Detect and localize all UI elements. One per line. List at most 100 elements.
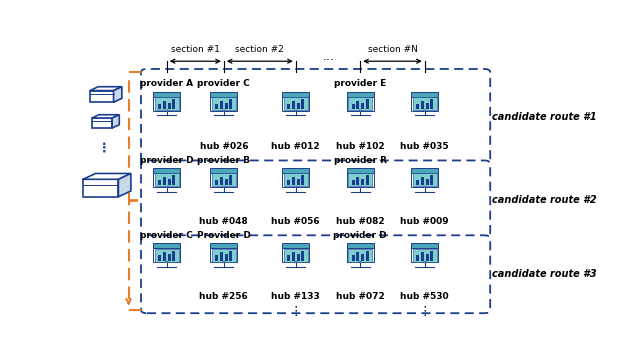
Bar — [215, 180, 218, 185]
Bar — [361, 103, 364, 109]
Text: provider A: provider A — [140, 80, 193, 89]
Bar — [212, 174, 236, 186]
Bar — [301, 99, 304, 109]
Bar — [168, 103, 171, 109]
Bar — [361, 254, 364, 261]
Text: ...: ... — [323, 50, 335, 63]
Bar — [158, 180, 161, 185]
Bar — [421, 252, 424, 261]
Bar — [411, 92, 438, 97]
Text: provider R: provider R — [333, 156, 387, 165]
Circle shape — [359, 261, 362, 263]
Text: ⋮: ⋮ — [97, 142, 110, 155]
Bar — [297, 179, 300, 185]
Bar — [347, 248, 374, 262]
Bar — [356, 101, 359, 109]
Bar — [168, 254, 171, 261]
Bar — [366, 251, 369, 261]
Text: hub #072: hub #072 — [336, 292, 385, 301]
Bar — [301, 251, 304, 261]
Bar — [225, 254, 228, 261]
Text: hub #026: hub #026 — [200, 142, 248, 151]
Bar — [210, 92, 237, 97]
FancyBboxPatch shape — [141, 69, 490, 164]
Bar — [411, 168, 438, 173]
Bar — [366, 99, 369, 109]
Polygon shape — [92, 118, 112, 128]
Bar — [282, 168, 309, 173]
Bar — [430, 99, 433, 109]
Polygon shape — [90, 91, 113, 102]
Circle shape — [424, 110, 426, 111]
Bar — [220, 252, 223, 261]
Bar — [352, 180, 355, 185]
Bar — [348, 249, 372, 262]
Bar — [282, 248, 309, 262]
Text: provider D: provider D — [333, 231, 387, 240]
Text: hub #256: hub #256 — [200, 292, 248, 301]
Bar — [282, 173, 309, 187]
Text: candidate route #3: candidate route #3 — [492, 269, 596, 279]
Bar — [413, 249, 436, 262]
Bar — [416, 255, 419, 261]
Bar — [220, 177, 223, 185]
Text: section #1: section #1 — [171, 45, 220, 54]
Bar — [153, 168, 180, 173]
Text: hub #056: hub #056 — [271, 217, 320, 226]
Bar — [163, 252, 166, 261]
Text: hub #012: hub #012 — [271, 142, 320, 151]
Bar — [163, 177, 166, 185]
Bar — [212, 249, 236, 262]
Bar — [292, 177, 295, 185]
Polygon shape — [83, 174, 131, 179]
Text: hub #009: hub #009 — [401, 217, 449, 226]
Bar — [210, 243, 237, 248]
Bar — [215, 255, 218, 261]
Bar — [348, 174, 372, 186]
Bar — [155, 97, 179, 110]
Bar — [210, 168, 237, 173]
Bar — [411, 97, 438, 111]
Text: provider C: provider C — [140, 231, 193, 240]
Bar — [153, 173, 180, 187]
Bar — [292, 101, 295, 109]
Circle shape — [166, 110, 168, 111]
Circle shape — [294, 261, 297, 263]
Text: hub #133: hub #133 — [271, 292, 320, 301]
Bar — [413, 174, 436, 186]
Bar — [366, 175, 369, 185]
Bar — [153, 92, 180, 97]
FancyBboxPatch shape — [141, 161, 490, 239]
Circle shape — [223, 110, 225, 111]
Bar — [426, 103, 429, 109]
Bar — [413, 97, 436, 110]
Text: hub #035: hub #035 — [401, 142, 449, 151]
Bar — [153, 97, 180, 111]
Bar — [212, 97, 236, 110]
Bar — [292, 252, 295, 261]
Text: hub #102: hub #102 — [336, 142, 385, 151]
Bar — [347, 168, 374, 173]
Bar — [282, 97, 309, 111]
Bar — [284, 249, 308, 262]
Text: hub #048: hub #048 — [200, 217, 248, 226]
Bar — [287, 255, 290, 261]
Polygon shape — [113, 87, 122, 102]
Bar — [352, 255, 355, 261]
Bar — [411, 248, 438, 262]
Text: ⋮: ⋮ — [419, 305, 431, 318]
Text: section #2: section #2 — [235, 45, 284, 54]
Circle shape — [166, 186, 168, 188]
Bar — [163, 101, 166, 109]
Bar — [172, 99, 175, 109]
Polygon shape — [112, 115, 119, 128]
Bar — [210, 173, 237, 187]
Bar — [225, 103, 228, 109]
Bar — [210, 248, 237, 262]
Polygon shape — [92, 115, 119, 118]
Bar — [411, 243, 438, 248]
Text: provider B: provider B — [197, 156, 250, 165]
Circle shape — [424, 261, 426, 263]
Bar — [356, 177, 359, 185]
Polygon shape — [90, 87, 122, 91]
